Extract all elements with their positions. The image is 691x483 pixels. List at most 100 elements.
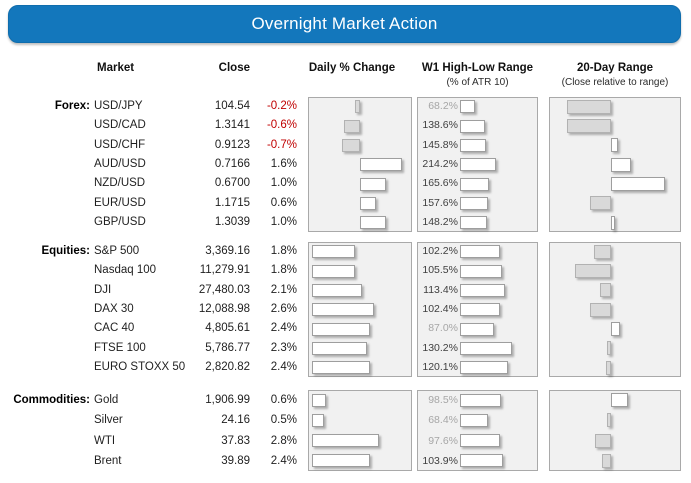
w1-range-label: 214.2%	[422, 158, 458, 171]
range20-bar	[611, 177, 666, 192]
range20-bar	[567, 99, 611, 114]
w1-range-bar	[460, 216, 487, 230]
w1-range-label: 120.1%	[422, 361, 458, 374]
w1-range-bar	[460, 303, 501, 317]
w1-range-label: 103.9%	[422, 454, 458, 467]
close-value: 12,088.98	[198, 303, 250, 316]
market-name: WTI	[94, 434, 116, 447]
daily-change-value: 2.4%	[270, 322, 297, 335]
range20-bar	[589, 196, 611, 211]
w1-range-label: 130.2%	[422, 341, 458, 354]
daily-change-bar	[312, 393, 327, 407]
market-name: S&P 500	[94, 245, 140, 257]
close-value: 39.89	[221, 454, 250, 467]
market-name: NZD/USD	[94, 177, 146, 190]
w1-range-label: 157.6%	[422, 196, 458, 209]
daily-change-value: 1.8%	[270, 245, 297, 257]
market-name: Gold	[94, 394, 119, 406]
w1-range-bar	[460, 283, 505, 297]
close-value: 4,805.61	[205, 322, 250, 335]
daily-change-value: 0.6%	[270, 394, 297, 406]
market-name: USD/CHF	[94, 138, 146, 151]
column-subheader-w1-range: (% of ATR 10)	[446, 77, 509, 88]
w1-range-bar	[460, 413, 488, 427]
daily-change-bar	[312, 361, 370, 375]
range20-bar	[611, 322, 621, 337]
range20-bar	[593, 244, 611, 259]
close-value: 0.9123	[214, 138, 250, 151]
column-header-w1-range: W1 High-Low Range	[421, 62, 534, 74]
close-value: 104.54	[214, 100, 250, 112]
daily-change-bar	[354, 100, 360, 114]
close-value: 24.16	[221, 414, 250, 427]
daily-change-value: -0.6%	[266, 119, 297, 132]
close-value: 1.3141	[214, 119, 250, 132]
w1-range-label: 138.6%	[422, 119, 458, 132]
w1-range-bar	[460, 361, 508, 375]
w1-range-bar	[460, 434, 501, 448]
daily-change-value: 2.8%	[270, 434, 297, 447]
market-name: FTSE 100	[94, 341, 146, 354]
section-label: Equities:	[41, 245, 90, 257]
w1-range-label: 102.2%	[422, 245, 458, 257]
section-label: Forex:	[54, 100, 90, 112]
w1-range-bar	[460, 138, 487, 152]
market-name: Brent	[94, 454, 122, 467]
w1-range-bar	[460, 341, 512, 355]
range20-bar	[600, 283, 611, 298]
daily-change-bar	[312, 434, 380, 448]
close-value: 5,786.77	[205, 341, 250, 354]
close-value: 2,820.82	[205, 361, 250, 374]
daily-change-value: 2.3%	[270, 341, 297, 354]
range20-bar	[607, 341, 611, 356]
dashboard-header-banner: Overnight Market Action	[8, 5, 681, 43]
market-name: EUR/USD	[94, 196, 146, 209]
w1-range-label: 145.8%	[422, 138, 458, 151]
w1-range-bar	[460, 393, 501, 407]
market-name: DJI	[94, 283, 112, 296]
market-name: Silver	[94, 414, 123, 427]
daily-change-bar	[344, 119, 360, 133]
daily-change-value: -0.2%	[266, 100, 297, 112]
daily-change-value: 1.0%	[270, 177, 297, 190]
w1-range-label: 113.4%	[423, 283, 458, 296]
daily-change-value: 1.6%	[270, 158, 297, 171]
w1-range-label: 98.5%	[428, 394, 458, 406]
daily-change-value: 2.4%	[270, 361, 297, 374]
daily-change-value: 2.4%	[270, 454, 297, 467]
w1-range-bar	[460, 177, 489, 191]
w1-range-bar	[460, 245, 501, 259]
close-value: 37.83	[221, 434, 250, 447]
w1-range-label: 97.6%	[428, 434, 458, 447]
w1-range-bar	[460, 196, 488, 210]
daily-change-bar	[341, 138, 360, 152]
w1-range-label: 68.4%	[428, 414, 458, 427]
range20-bar	[607, 413, 611, 428]
daily-change-bar	[360, 216, 386, 230]
daily-change-value: 1.0%	[270, 216, 297, 229]
daily-change-bar	[312, 322, 370, 336]
column-header-20day-range: 20-Day Range	[576, 62, 654, 74]
daily-change-bar	[312, 283, 363, 297]
close-value: 3,369.16	[205, 245, 250, 257]
w1-range-bar	[460, 454, 503, 468]
close-value: 0.7166	[214, 158, 250, 171]
w1-range-label: 102.4%	[422, 303, 458, 316]
range20-bar	[575, 264, 611, 279]
dashboard-title: Overnight Market Action	[251, 14, 438, 33]
range20-bar	[589, 302, 611, 317]
daily-change-bar	[360, 177, 386, 191]
close-value: 11,279.91	[199, 264, 250, 277]
market-name: CAC 40	[94, 322, 135, 335]
close-value: 0.6700	[214, 177, 250, 190]
market-name: USD/JPY	[94, 100, 143, 112]
range20-bar	[601, 453, 611, 468]
daily-change-value: 2.6%	[270, 303, 297, 316]
daily-change-value: 0.6%	[270, 196, 297, 209]
range20-bar	[611, 138, 618, 153]
daily-change-bar	[360, 158, 402, 172]
w1-range-label: 148.2%	[422, 216, 458, 229]
w1-range-bar	[460, 100, 475, 114]
column-header-market: Market	[97, 62, 135, 74]
